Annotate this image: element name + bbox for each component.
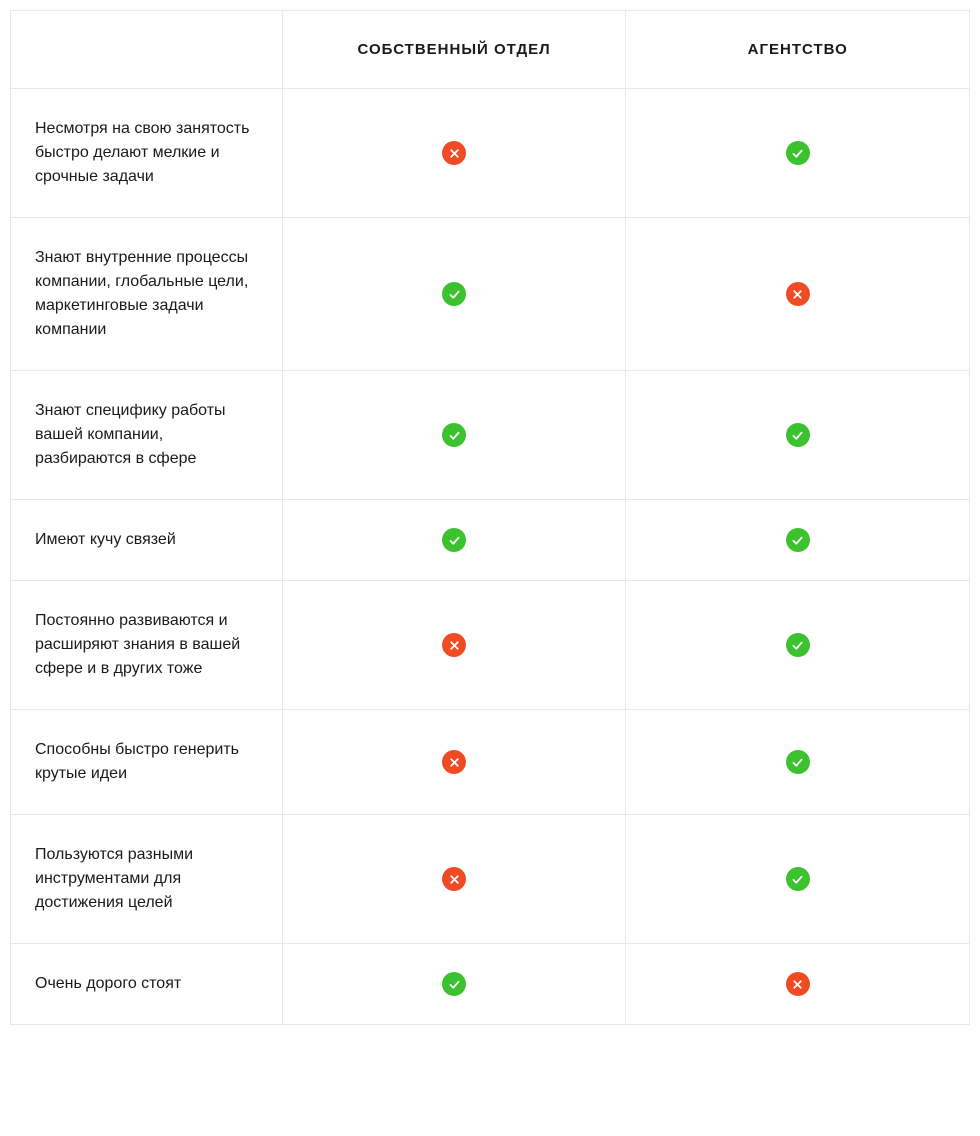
cross-icon <box>786 282 810 306</box>
cell-own-dept <box>282 710 626 815</box>
check-icon <box>786 867 810 891</box>
header-own-dept: СОБСТВЕННЫЙ ОТДЕЛ <box>282 11 626 89</box>
row-label: Несмотря на свою занятость быстро делают… <box>11 89 283 218</box>
cell-own-dept <box>282 815 626 944</box>
table-row: Пользуются разными инструментами для дос… <box>11 815 970 944</box>
check-icon <box>786 528 810 552</box>
check-icon <box>786 750 810 774</box>
row-label: Очень дорого стоят <box>11 944 283 1025</box>
check-icon <box>442 972 466 996</box>
table-row: Знают специфику работы вашей компании, р… <box>11 371 970 500</box>
header-empty <box>11 11 283 89</box>
cross-icon <box>442 750 466 774</box>
cell-own-dept <box>282 371 626 500</box>
row-label: Способны быстро генерить крутые идеи <box>11 710 283 815</box>
table-row: Очень дорого стоят <box>11 944 970 1025</box>
check-icon <box>786 423 810 447</box>
table-row: Способны быстро генерить крутые идеи <box>11 710 970 815</box>
cell-agency <box>626 944 970 1025</box>
cross-icon <box>442 867 466 891</box>
cell-agency <box>626 500 970 581</box>
check-icon <box>442 282 466 306</box>
cell-agency <box>626 710 970 815</box>
cell-own-dept <box>282 581 626 710</box>
table-row: Несмотря на свою занятость быстро делают… <box>11 89 970 218</box>
cell-agency <box>626 89 970 218</box>
cross-icon <box>442 141 466 165</box>
row-label: Знают специфику работы вашей компании, р… <box>11 371 283 500</box>
row-label: Знают внутренние процессы компании, глоб… <box>11 218 283 371</box>
row-label: Постоянно развиваются и расширяют знания… <box>11 581 283 710</box>
table-body: Несмотря на свою занятость быстро делают… <box>11 89 970 1025</box>
cell-agency <box>626 815 970 944</box>
comparison-table: СОБСТВЕННЫЙ ОТДЕЛ АГЕНТСТВО Несмотря на … <box>10 10 970 1025</box>
row-label: Имеют кучу связей <box>11 500 283 581</box>
table-row: Знают внутренние процессы компании, глоб… <box>11 218 970 371</box>
header-agency: АГЕНТСТВО <box>626 11 970 89</box>
cell-agency <box>626 218 970 371</box>
cell-own-dept <box>282 218 626 371</box>
check-icon <box>442 528 466 552</box>
cell-own-dept <box>282 944 626 1025</box>
header-row: СОБСТВЕННЫЙ ОТДЕЛ АГЕНТСТВО <box>11 11 970 89</box>
table-header: СОБСТВЕННЫЙ ОТДЕЛ АГЕНТСТВО <box>11 11 970 89</box>
table-row: Имеют кучу связей <box>11 500 970 581</box>
row-label: Пользуются разными инструментами для дос… <box>11 815 283 944</box>
check-icon <box>786 141 810 165</box>
cross-icon <box>786 972 810 996</box>
cell-agency <box>626 371 970 500</box>
cell-own-dept <box>282 500 626 581</box>
cell-agency <box>626 581 970 710</box>
cell-own-dept <box>282 89 626 218</box>
check-icon <box>786 633 810 657</box>
cross-icon <box>442 633 466 657</box>
check-icon <box>442 423 466 447</box>
table-row: Постоянно развиваются и расширяют знания… <box>11 581 970 710</box>
